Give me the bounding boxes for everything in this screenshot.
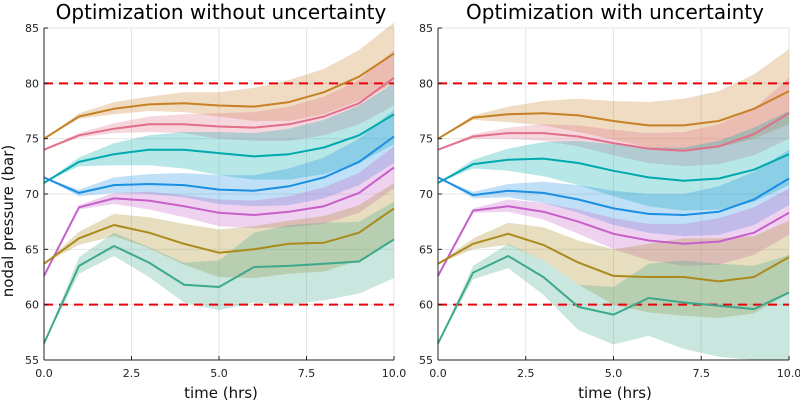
- y-tick-label: 60: [25, 299, 39, 312]
- series-line-6: [43, 207, 395, 265]
- y-tick-label: 55: [419, 354, 433, 367]
- y-tick-label: 80: [25, 77, 39, 90]
- y-axis-label: nodal pressure (bar): [0, 145, 17, 297]
- series-line-2: [43, 76, 395, 151]
- uncertainty-band-2: [438, 77, 789, 167]
- x-tick-label: 7.5: [693, 367, 711, 380]
- pressure-limits: [438, 82, 789, 306]
- uncertainty-band-7: [438, 243, 789, 360]
- series-line-3: [43, 113, 395, 184]
- series-lines: [437, 90, 790, 344]
- series-line-7: [43, 238, 395, 344]
- uncertainty-band-1: [44, 22, 394, 139]
- x-axis-label: time (hrs): [578, 384, 652, 400]
- y-tick-label: 55: [25, 354, 39, 367]
- panel-with-uncertainty: Optimization with uncertainty time (hrs)…: [419, 0, 800, 400]
- series-line-1: [437, 90, 790, 140]
- y-tick-label: 80: [419, 77, 433, 90]
- y-tick-label: 85: [25, 22, 39, 35]
- x-tick-label: 5.0: [210, 367, 228, 380]
- uncertainty-band-7: [44, 201, 394, 344]
- x-tick-label: 2.5: [517, 367, 535, 380]
- uncertainty-band-3: [44, 83, 394, 183]
- series-line-5: [43, 166, 395, 277]
- uncertainty-band-4: [438, 149, 789, 237]
- series-line-5: [437, 205, 790, 277]
- x-tick-label: 5.0: [605, 367, 623, 380]
- x-tick-label: 0.0: [35, 367, 53, 380]
- uncertainty-bands: [438, 49, 789, 360]
- series-line-4: [43, 135, 395, 194]
- uncertainty-band-6: [438, 220, 789, 318]
- uncertainty-band-5: [438, 188, 789, 276]
- axes: 0.0 2.5 5.0 7.5 10.0 55 60 65 70 75 80 85: [25, 22, 406, 380]
- series-line-2: [437, 112, 790, 152]
- x-tick-label: 10.0: [382, 367, 407, 380]
- uncertainty-band-2: [44, 50, 394, 150]
- panel-without-uncertainty: Optimization without uncertainty time (h…: [0, 0, 406, 400]
- series-line-4: [437, 176, 790, 216]
- y-tick-label: 60: [419, 299, 433, 312]
- x-tick-label: 0.0: [429, 367, 447, 380]
- series-line-6: [437, 232, 790, 283]
- y-tick-label: 70: [25, 188, 39, 201]
- y-tick-label: 85: [419, 22, 433, 35]
- x-tick-label: 7.5: [298, 367, 316, 380]
- x-axis-label: time (hrs): [184, 384, 258, 400]
- chart-title: Optimization without uncertainty: [56, 0, 387, 24]
- series-line-1: [43, 52, 395, 140]
- uncertainty-band-3: [438, 111, 789, 211]
- series-line-7: [437, 255, 790, 344]
- x-tick-label: 10.0: [777, 367, 800, 380]
- series-line-3: [437, 153, 790, 184]
- y-tick-label: 65: [419, 243, 433, 256]
- x-tick-label: 2.5: [123, 367, 141, 380]
- series-lines: [43, 52, 395, 344]
- uncertainty-band-6: [44, 182, 394, 279]
- uncertainty-band-5: [44, 146, 394, 276]
- y-tick-label: 70: [419, 188, 433, 201]
- chart-title: Optimization with uncertainty: [466, 0, 764, 24]
- y-tick-label: 65: [25, 243, 39, 256]
- uncertainty-band-1: [438, 49, 789, 151]
- y-tick-label: 75: [25, 133, 39, 146]
- pressure-limits: [44, 82, 394, 306]
- y-tick-label: 75: [419, 133, 433, 146]
- axes: 0.0 2.5 5.0 7.5 10.0 55 60 65 70 75 80 85: [419, 22, 800, 380]
